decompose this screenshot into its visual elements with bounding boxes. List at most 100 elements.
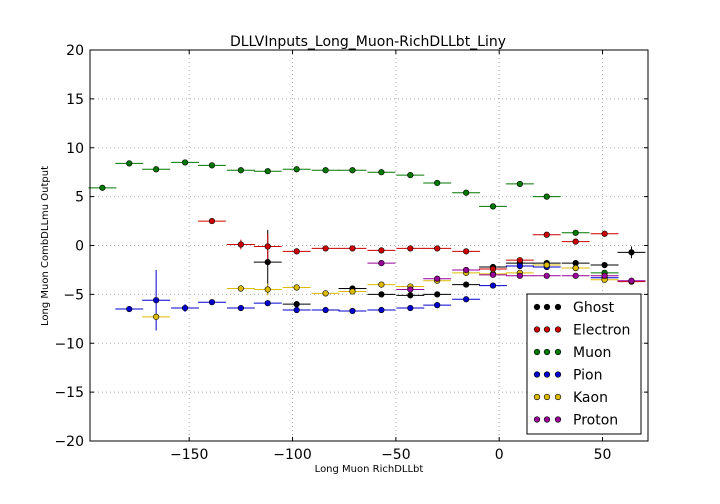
y-tick-label: 0 — [75, 239, 84, 255]
data-point — [126, 160, 133, 167]
y-tick-label: −15 — [54, 385, 84, 401]
legend-label: Ghost — [573, 300, 615, 316]
x-tick-label: −50 — [381, 447, 411, 463]
data-point — [516, 272, 523, 279]
data-point — [407, 304, 414, 312]
data-point — [378, 281, 385, 288]
data-point — [293, 284, 300, 291]
data-point — [208, 217, 216, 225]
data-point — [516, 180, 523, 188]
data-point — [153, 313, 160, 320]
data-point — [264, 286, 271, 293]
legend-marker — [554, 348, 562, 356]
data-point — [434, 302, 441, 309]
y-tick-label: 15 — [66, 92, 84, 108]
x-tick-label: −150 — [170, 447, 208, 463]
data-point — [153, 166, 160, 173]
data-point — [434, 291, 441, 298]
y-tick-label: −20 — [54, 434, 84, 450]
data-point — [208, 162, 216, 169]
data-point — [572, 264, 579, 272]
x-tick-label: 50 — [594, 447, 612, 463]
data-point — [153, 297, 160, 304]
data-point — [601, 230, 608, 237]
data-point — [601, 272, 608, 279]
legend-marker — [554, 371, 562, 378]
data-point — [434, 179, 441, 187]
data-point — [543, 193, 550, 200]
data-point — [126, 305, 133, 313]
legend-item-muon: Muon — [533, 345, 611, 361]
legend-marker — [533, 416, 541, 423]
legend-marker — [533, 303, 541, 311]
legend-item-proton: Proton — [533, 413, 618, 429]
data-point — [322, 245, 329, 252]
legend-marker — [554, 303, 562, 311]
y-tick-label: −10 — [54, 336, 84, 352]
data-point — [293, 306, 300, 314]
data-point — [407, 286, 414, 293]
data-point — [463, 296, 470, 303]
y-tick-label: 5 — [75, 190, 84, 206]
legend-marker — [543, 371, 551, 378]
y-tick-label: 20 — [66, 43, 84, 59]
legend-label: Kaon — [573, 390, 608, 406]
series-muon — [88, 159, 619, 276]
data-point — [264, 259, 271, 266]
data-point — [601, 261, 608, 269]
data-point — [378, 306, 385, 314]
series-layer — [88, 159, 646, 331]
legend-marker — [543, 416, 551, 423]
data-point — [463, 248, 470, 255]
data-point — [434, 275, 441, 282]
legend-marker — [554, 393, 562, 401]
data-point — [378, 169, 385, 176]
legend-frame — [526, 293, 642, 435]
data-point — [378, 247, 385, 254]
data-point — [463, 281, 470, 288]
data-point — [293, 248, 300, 255]
legend-marker — [543, 348, 551, 356]
x-axis: −150 −100 −50 0 50 — [170, 50, 611, 463]
legend-label: Muon — [573, 345, 611, 361]
data-point — [463, 266, 470, 274]
data-point — [349, 167, 356, 174]
data-point — [237, 167, 244, 174]
data-point — [181, 159, 189, 166]
legend-label: Electron — [573, 323, 630, 339]
legend-marker — [533, 371, 541, 378]
series-electron — [197, 217, 646, 285]
legend-marker — [554, 416, 562, 423]
legend-item-electron: Electron — [533, 323, 630, 339]
data-point — [543, 272, 550, 279]
data-point — [322, 167, 329, 174]
data-point — [489, 282, 497, 289]
legend: Ghost Electron Muon Pion Kaon Proton — [526, 293, 642, 435]
data-point — [489, 203, 497, 210]
legend-label: Proton — [573, 413, 618, 429]
data-point — [628, 249, 635, 256]
data-point — [237, 285, 244, 292]
data-point — [434, 245, 441, 252]
legend-marker — [533, 348, 541, 356]
y-axis: 20 15 10 5 0 −5 −10 −15 −20 — [54, 43, 648, 450]
chart-title: DLLVInputs_Long_Muon-RichDLLbt_Liny — [230, 34, 506, 50]
data-point — [378, 291, 385, 298]
data-point — [237, 241, 244, 248]
legend-item-kaon: Kaon — [533, 390, 608, 406]
data-point — [349, 288, 356, 295]
x-axis-label: Long Muon RichDLLbt — [315, 464, 424, 475]
legend-item-pion: Pion — [533, 368, 602, 384]
data-point — [264, 168, 271, 175]
legend-marker — [554, 326, 562, 333]
data-point — [628, 277, 635, 284]
legend-label: Pion — [573, 368, 602, 384]
y-tick-label: 10 — [66, 141, 84, 157]
data-point — [349, 307, 356, 315]
data-point — [181, 304, 189, 312]
x-tick-label: 0 — [495, 447, 504, 463]
data-point — [322, 290, 329, 297]
legend-item-ghost: Ghost — [533, 300, 615, 316]
data-point — [489, 271, 497, 278]
legend-marker — [543, 326, 551, 333]
